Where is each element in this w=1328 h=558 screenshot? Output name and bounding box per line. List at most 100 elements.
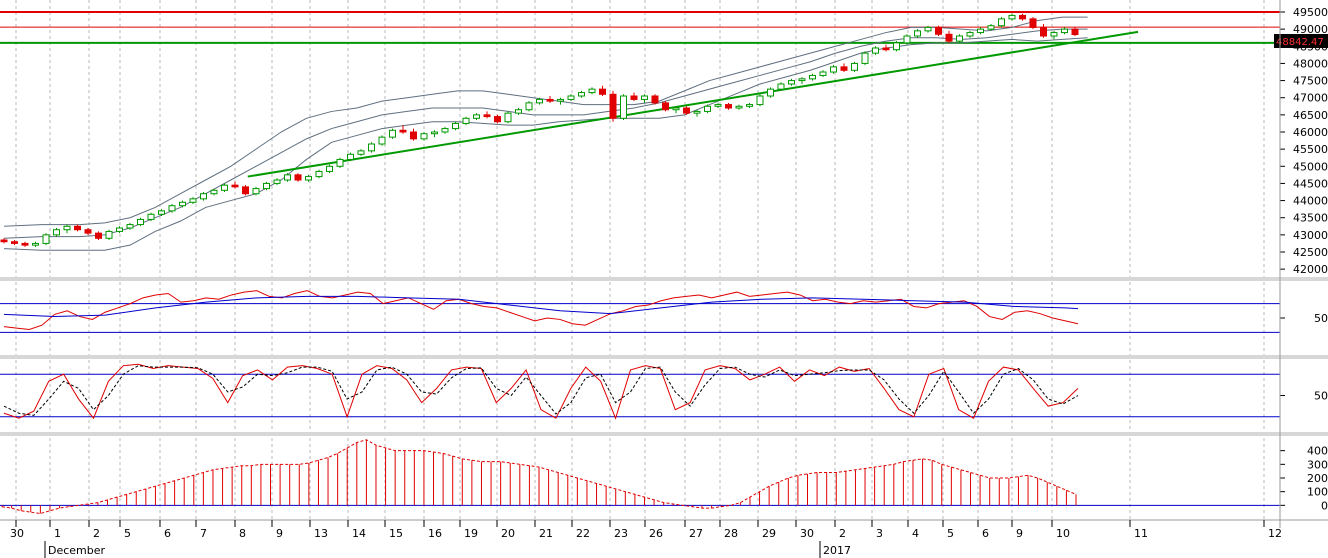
candle-body: [840, 66, 848, 71]
y-tick-label: 43000: [1293, 229, 1328, 242]
y-tick-label: 49000: [1293, 23, 1328, 36]
price-y-axis: 42000 42500 43000 43500 44000 44500 45000 45500…: [1280, 6, 1328, 276]
candle-body: [693, 110, 701, 114]
candle-body: [452, 122, 459, 130]
x-tick-label: 22: [576, 527, 590, 540]
candle-body: [651, 95, 659, 104]
candle-body: [851, 62, 858, 71]
candle-body: [252, 188, 260, 195]
y-tick-label: 49500: [1293, 6, 1328, 19]
x-tick-label: 23: [614, 527, 628, 540]
y-tick-label: 43500: [1293, 212, 1328, 225]
oscillator-line: [3, 363, 1079, 420]
candle-body: [294, 174, 302, 181]
candle-body: [179, 201, 186, 207]
x-tick-label: 20: [501, 527, 515, 540]
candle-body: [830, 66, 837, 73]
candle-body: [221, 184, 228, 191]
candle-body: [788, 80, 795, 85]
y-tick-label: 45500: [1293, 143, 1328, 156]
oscillator-line: [3, 290, 1079, 331]
candle-body: [819, 71, 827, 76]
x-tick-label: 5: [124, 527, 131, 540]
candle-body: [242, 186, 249, 195]
candle-body: [641, 95, 648, 100]
y-tick-label: 42000: [1293, 263, 1328, 276]
month-label: 2017: [823, 544, 851, 557]
candle-body: [158, 210, 165, 215]
x-tick-label: 29: [762, 527, 776, 540]
x-tick-label: 30: [800, 527, 814, 540]
candle-body: [84, 229, 92, 234]
candle-body: [1040, 26, 1047, 37]
x-tick-label: 2: [839, 527, 846, 540]
candle-body: [0, 239, 8, 243]
candle-body: [630, 95, 638, 100]
candle-body: [473, 114, 480, 119]
candle-body: [987, 25, 995, 30]
oscillator-line: [3, 295, 1079, 318]
candle-body: [704, 105, 711, 112]
candle-body: [21, 242, 29, 246]
candle-body: [809, 74, 816, 80]
x-tick-label: 11: [1134, 527, 1148, 540]
candle-body: [714, 104, 722, 107]
candle-body: [935, 26, 942, 35]
candle-body: [53, 229, 60, 236]
candle-body: [1019, 14, 1026, 20]
candle-body: [32, 242, 39, 246]
y-tick-label: 100: [1307, 486, 1328, 499]
candle-body: [798, 78, 806, 82]
candle-body: [966, 32, 974, 37]
price-panel: 42000 42500 43000 43500 44000 44500 45000 45500…: [0, 6, 1328, 276]
oscillator-2-panel: 50: [0, 363, 1328, 420]
candle-body: [609, 93, 617, 119]
date-axis: 30 1 2 5 6 7 8 9 13 14 15 16 19 20 21 22 23 26 27 28 29 30 2 3 4…: [10, 520, 1282, 558]
y-tick-label: 50: [1314, 312, 1328, 325]
candle-body: [1008, 14, 1016, 20]
month-label: December: [48, 544, 106, 557]
x-tick-label: 15: [389, 527, 403, 540]
x-tick-label: 2: [93, 527, 100, 540]
candle-body: [336, 158, 344, 167]
candle-body: [735, 105, 743, 109]
x-tick-label: 26: [649, 527, 663, 540]
x-tick-label: 5: [947, 527, 954, 540]
x-tick-label: 14: [352, 527, 366, 540]
candle-body: [945, 33, 953, 42]
candle-body: [200, 193, 207, 200]
y-tick-label: 47000: [1293, 92, 1328, 105]
x-tick-label: 16: [428, 527, 442, 540]
candle-body: [756, 95, 764, 106]
y-tick-label: 48000: [1293, 57, 1328, 70]
candle-body: [662, 102, 669, 111]
candle-body: [368, 143, 375, 152]
y-tick-label: 44500: [1293, 177, 1328, 190]
y-tick-label: 44000: [1293, 195, 1328, 208]
candle-body: [399, 129, 407, 133]
candle-body: [620, 95, 627, 119]
x-tick-label: 8: [239, 527, 246, 540]
candle-body: [683, 107, 690, 114]
panel-separator-1: [0, 277, 1328, 281]
candle-body: [483, 114, 491, 118]
x-tick-label: 9: [276, 527, 283, 540]
candle-body: [746, 104, 753, 107]
bollinger-lower-line: [3, 37, 1088, 251]
candle-body: [515, 109, 522, 114]
candle-body: [504, 112, 512, 123]
candle-body: [893, 42, 900, 51]
x-tick-label: 6: [982, 527, 989, 540]
support-trendline: [247, 30, 1139, 178]
candle-body: [924, 26, 932, 32]
candle-body: [914, 30, 921, 37]
x-tick-label: 21: [539, 527, 553, 540]
candle-body: [126, 224, 134, 229]
candle-body: [263, 182, 270, 190]
candle-body: [525, 102, 533, 111]
x-tick-label: 13: [314, 527, 328, 540]
y-tick-label: 200: [1307, 472, 1328, 485]
candle-body: [326, 165, 333, 172]
candle-body: [578, 92, 585, 97]
